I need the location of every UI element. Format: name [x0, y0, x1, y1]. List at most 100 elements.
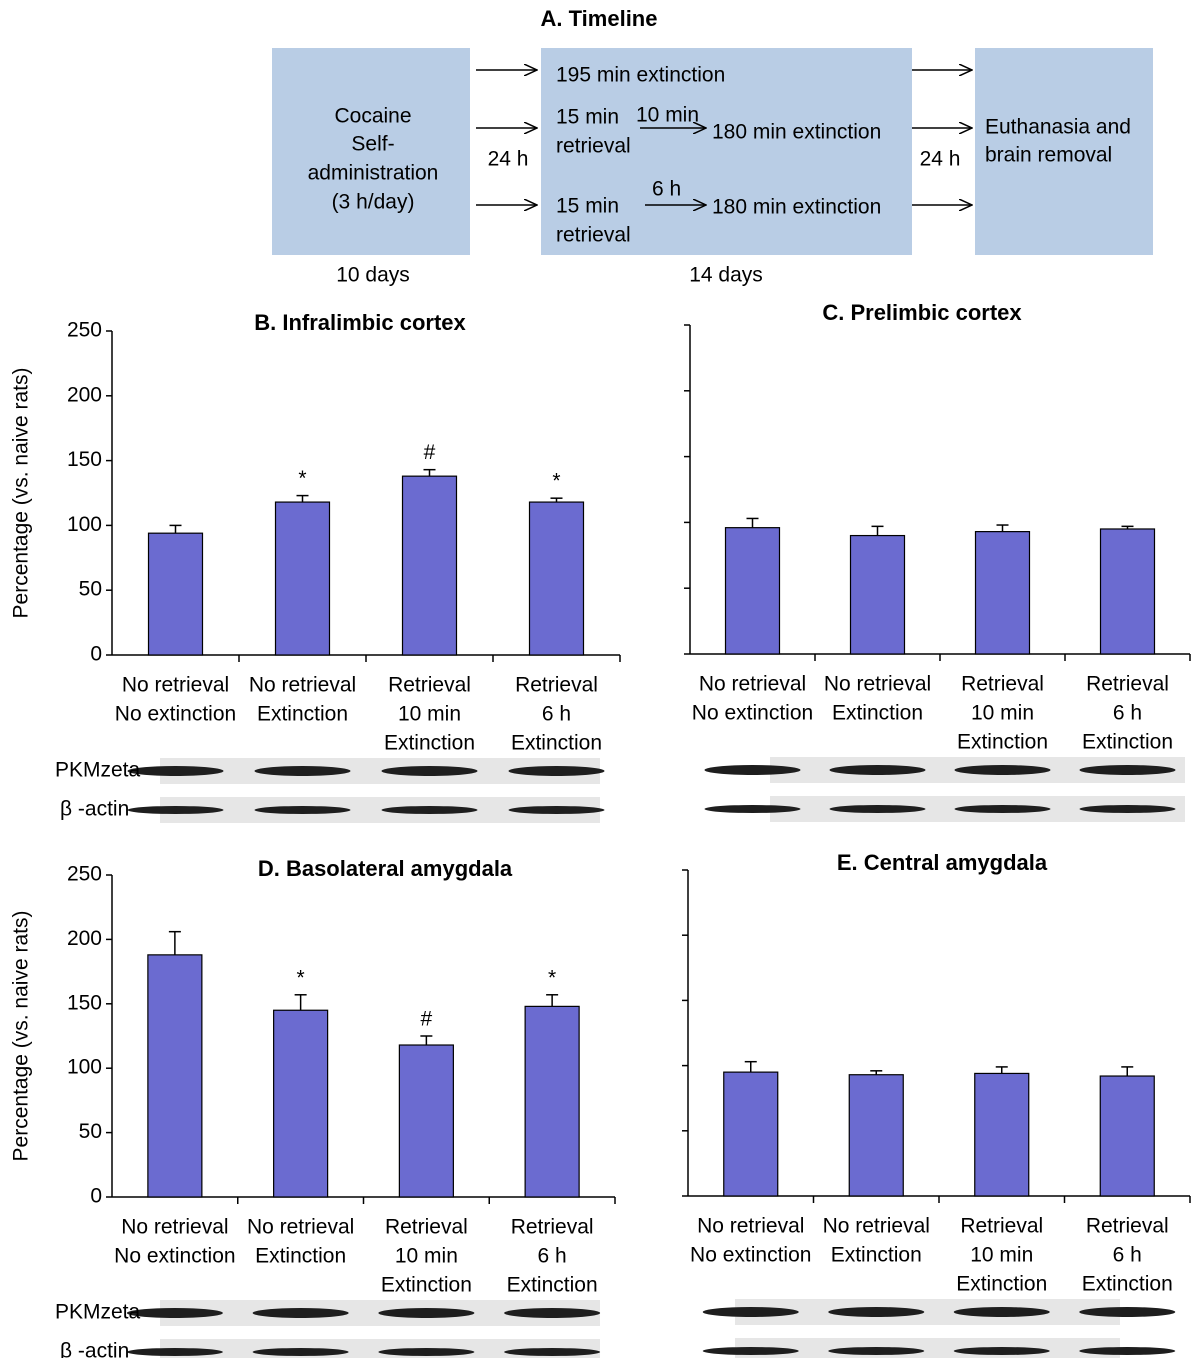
- x-tick-label: 10 min: [970, 1244, 1033, 1267]
- blot-band: [1079, 1307, 1175, 1317]
- y-tick-label: 200: [67, 383, 102, 406]
- y-tick-label: 100: [67, 1056, 102, 1079]
- x-tick-label: Retrieval: [1086, 1215, 1169, 1238]
- error-bar: [996, 1067, 1008, 1074]
- y-tick-label: 0: [90, 643, 102, 666]
- bar: [530, 502, 584, 655]
- error-bar: [747, 518, 759, 527]
- blot-label: PKMzeta: [55, 1301, 141, 1324]
- chart-title: C. Prelimbic cortex: [822, 300, 1022, 325]
- bar: [403, 476, 457, 655]
- blot-strip: [735, 1338, 1120, 1358]
- bar: [851, 536, 905, 654]
- y-axis-label: Percentage (vs. naive rats): [10, 911, 33, 1162]
- x-tick-label: No retrieval: [697, 1215, 804, 1238]
- duration: 14 days: [689, 264, 763, 287]
- x-tick-label: 6 h: [538, 1245, 567, 1268]
- chart-title: D. Basolateral amygdala: [258, 856, 513, 881]
- timeline: A. Timeline Cocaine Self- administration…: [272, 6, 1153, 287]
- blot-label: PKMzeta: [55, 759, 141, 782]
- timeline-title: A. Timeline: [541, 6, 658, 31]
- x-tick-label: Retrieval: [515, 674, 598, 697]
- x-tick-label: Extinction: [956, 1273, 1047, 1296]
- blot-band: [830, 805, 926, 813]
- annotation: *: [552, 470, 560, 493]
- stage-text: 180 min extinction: [712, 196, 881, 219]
- y-tick-label: 100: [67, 513, 102, 536]
- x-tick-label: No retrieval: [699, 673, 806, 696]
- blot-band: [705, 765, 801, 775]
- stage-text: brain removal: [985, 144, 1112, 167]
- x-tick-label: Extinction: [1082, 1273, 1173, 1296]
- bar: [976, 532, 1030, 654]
- bar: [726, 528, 780, 654]
- error-bar: [297, 496, 309, 502]
- bar: [149, 533, 203, 655]
- annotation: *: [548, 966, 556, 989]
- stage-text: Cocaine: [334, 105, 411, 128]
- blot-band: [509, 766, 605, 776]
- bar: [276, 502, 330, 655]
- x-tick-label: No retrieval: [249, 674, 356, 697]
- blot-band: [128, 766, 224, 776]
- blot-band: [705, 805, 801, 813]
- blot-band: [1080, 765, 1176, 775]
- x-tick-label: Retrieval: [1086, 673, 1169, 696]
- blot-band: [127, 1348, 223, 1356]
- x-tick-label: No retrieval: [824, 673, 931, 696]
- stage-text: 15 min: [556, 106, 619, 129]
- annotation: #: [424, 441, 436, 464]
- blot-band: [382, 766, 478, 776]
- x-tick-label: Extinction: [832, 702, 923, 725]
- x-tick-label: Retrieval: [961, 673, 1044, 696]
- x-tick-label: Extinction: [957, 731, 1048, 754]
- blot-band: [127, 1308, 223, 1318]
- x-tick-label: No extinction: [114, 1245, 235, 1268]
- x-tick-label: No extinction: [690, 1244, 811, 1267]
- error-bar: [424, 470, 436, 476]
- blot-band: [253, 1348, 349, 1356]
- error-bar: [546, 995, 558, 1007]
- bar: [525, 1006, 579, 1197]
- error-bar: [997, 525, 1009, 532]
- y-axis-label: Percentage (vs. naive rats): [10, 368, 33, 619]
- blot-band: [504, 1308, 600, 1318]
- figure: A. Timeline Cocaine Self- administration…: [0, 0, 1198, 1358]
- x-tick-label: 6 h: [542, 703, 571, 726]
- annotation: *: [298, 467, 306, 490]
- blot-band: [382, 806, 478, 814]
- x-tick-label: Retrieval: [960, 1215, 1043, 1238]
- stage-text: retrieval: [556, 224, 631, 247]
- x-tick-label: No extinction: [115, 703, 236, 726]
- stage-text: 180 min extinction: [712, 121, 881, 144]
- blot-band: [830, 765, 926, 775]
- blot-band: [253, 1308, 349, 1318]
- x-tick-label: No retrieval: [122, 674, 229, 697]
- blot-band: [1079, 1347, 1175, 1355]
- x-tick-label: Extinction: [255, 1245, 346, 1268]
- stage-text: administration: [308, 162, 439, 185]
- x-tick-label: Extinction: [257, 703, 348, 726]
- blot-label: β -actin: [60, 798, 129, 821]
- bar: [724, 1072, 778, 1196]
- x-tick-label: Retrieval: [385, 1216, 468, 1239]
- bar: [1101, 529, 1155, 654]
- x-tick-label: 10 min: [398, 703, 461, 726]
- x-tick-label: 10 min: [971, 702, 1034, 725]
- error-bar: [745, 1062, 757, 1072]
- blot-band: [828, 1347, 924, 1355]
- blot-band: [128, 806, 224, 814]
- x-tick-label: Retrieval: [388, 674, 471, 697]
- bar: [975, 1073, 1029, 1196]
- x-tick-label: Extinction: [384, 732, 475, 755]
- blot-band: [703, 1347, 799, 1355]
- gap-label: 24 h: [488, 148, 529, 171]
- stage-text: 10 min: [636, 104, 699, 127]
- annotation: #: [421, 1008, 433, 1031]
- blot-band: [955, 805, 1051, 813]
- x-tick-label: Extinction: [381, 1274, 472, 1297]
- blot-band: [954, 1347, 1050, 1355]
- blot-band: [378, 1348, 474, 1356]
- bar: [274, 1010, 328, 1197]
- bar: [399, 1045, 453, 1197]
